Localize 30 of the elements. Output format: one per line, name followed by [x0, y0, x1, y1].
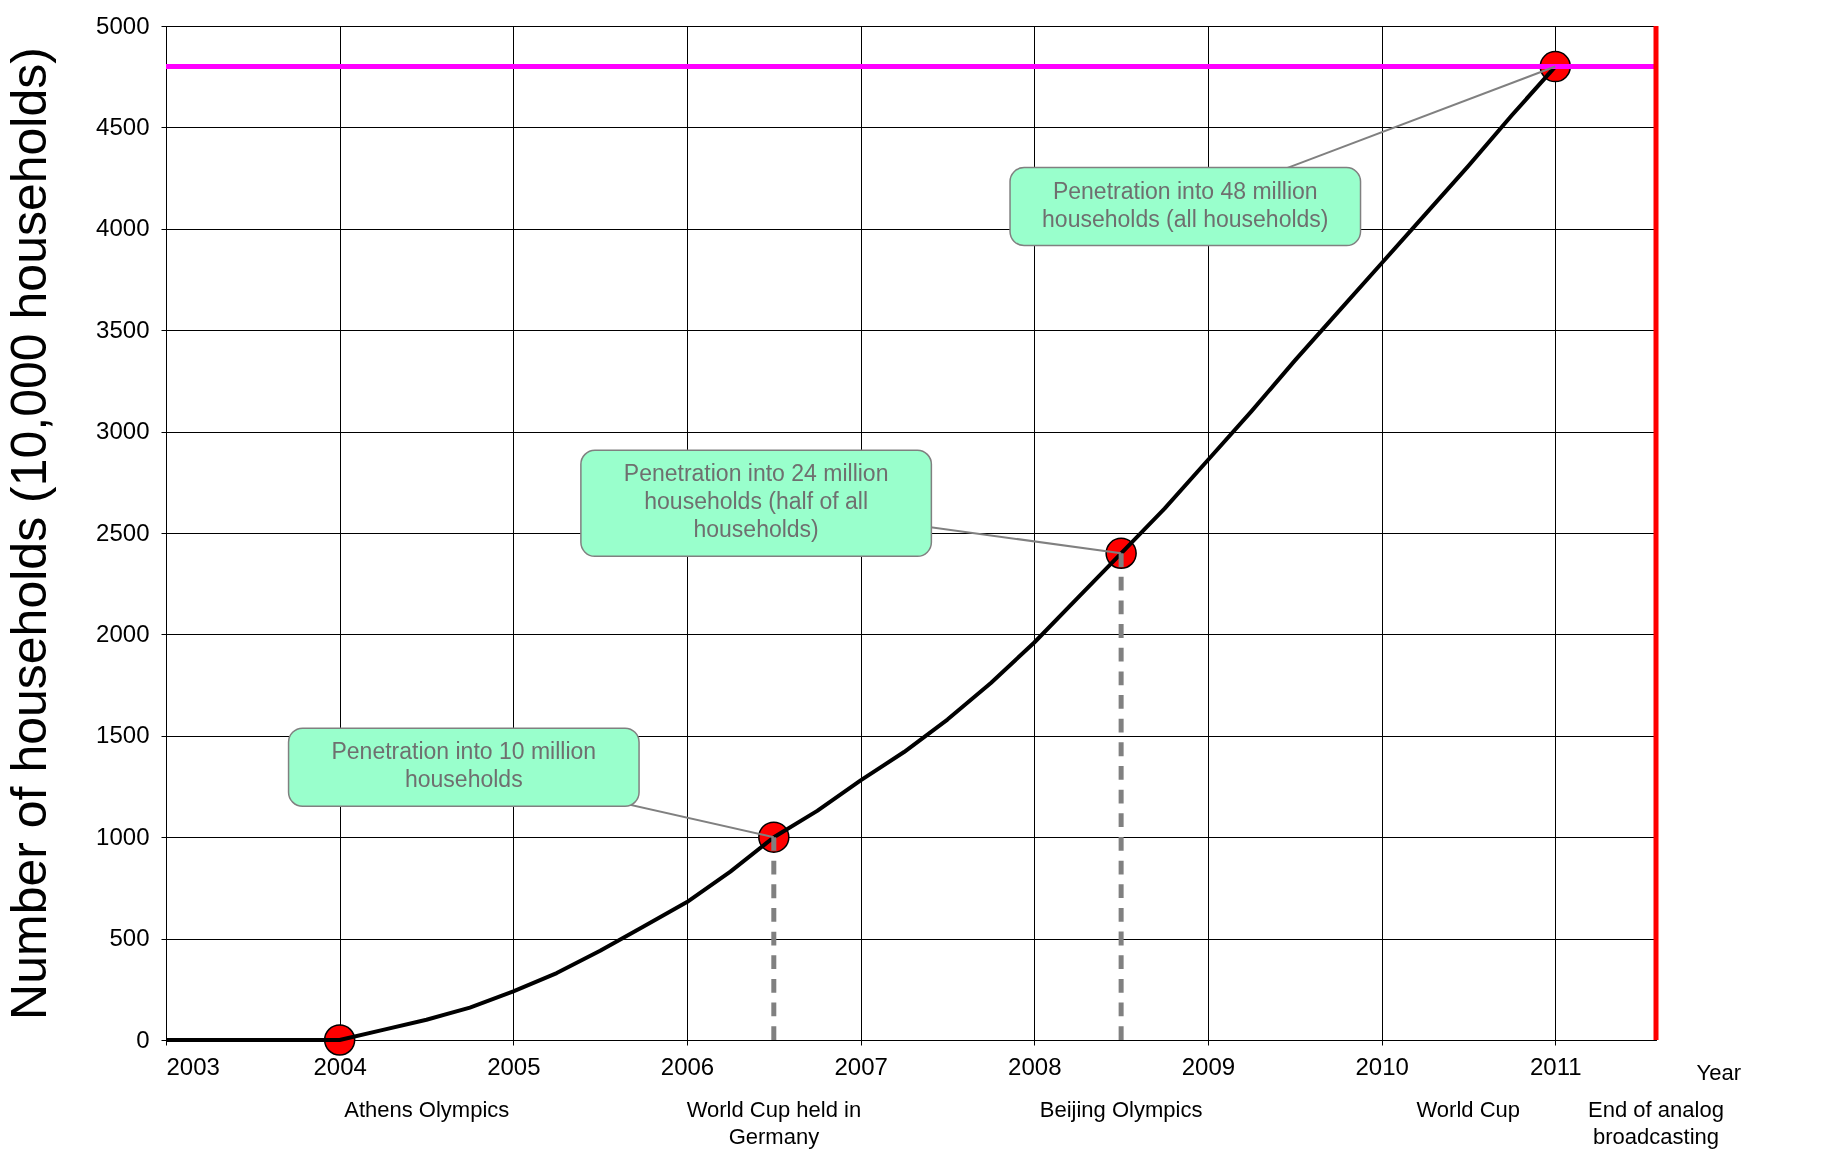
y-tick-label: 4500 [96, 112, 150, 140]
y-axis-title: Number of households (10,000 households) [1, 47, 58, 1020]
text: Athens Olympics [344, 1097, 510, 1122]
annotation: Penetration into 24 million households (half of all households) [623, 460, 889, 543]
text: World Cup held in Germany [686, 1097, 862, 1149]
x-axis-title: Year [1696, 1059, 1741, 1085]
y-tick-label: 4000 [96, 214, 150, 242]
y-tick-label: 0 [136, 1025, 150, 1053]
text: World Cup [1416, 1097, 1521, 1122]
x-tick-label: 2004 [313, 1052, 367, 1080]
x-tick-label: 2010 [1355, 1052, 1409, 1080]
y-tick-label: 5000 [96, 11, 150, 39]
y-tick-label: 2000 [96, 619, 150, 647]
x-tick-label: 2011 [1529, 1052, 1582, 1080]
annotation: Penetration into 10 million households [331, 738, 597, 793]
x-tick-label: 2007 [834, 1052, 888, 1080]
y-tick-label: 3500 [96, 315, 150, 343]
annotation: Penetration into 48 million households (all households) [1042, 177, 1329, 232]
y-tick-label: 3000 [96, 417, 150, 445]
y-tick-label: 2500 [96, 518, 150, 546]
y-tick-label: 500 [109, 924, 150, 952]
x-tick-label: 2005 [487, 1052, 541, 1080]
x-tick-label: 2006 [660, 1052, 715, 1080]
x-tick-label: 2009 [1181, 1052, 1236, 1080]
x-tick-label: 2008 [1008, 1052, 1062, 1080]
text: End of analog broadcasting [1588, 1097, 1724, 1149]
text: Beijing Olympics [1039, 1097, 1203, 1122]
y-tick-label: 1000 [96, 822, 150, 850]
y-tick-label: 1500 [96, 721, 150, 749]
x-tick-label: 2003 [166, 1052, 220, 1080]
